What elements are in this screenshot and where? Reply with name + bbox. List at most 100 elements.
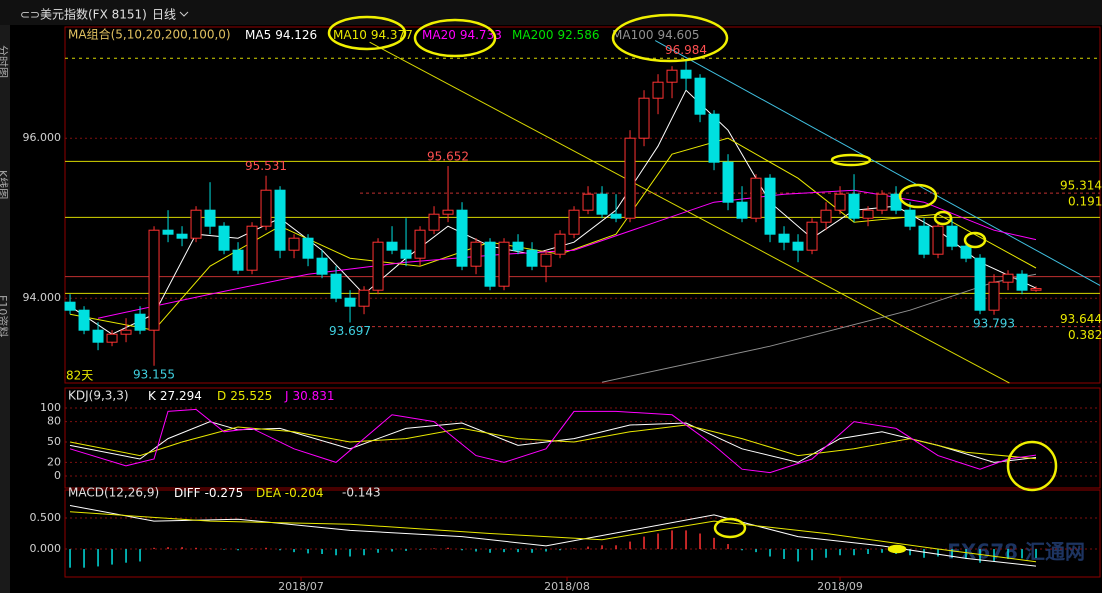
candle-body	[442, 209, 454, 215]
legend-name: MA10	[333, 28, 367, 42]
indicator-line	[97, 189, 1037, 319]
legend-item: J 30.831	[284, 389, 335, 403]
legend-item: MA5 94.126	[245, 28, 317, 42]
candle-body	[736, 201, 748, 219]
watermark: FX678 汇通网	[947, 540, 1085, 564]
candle-body	[960, 245, 972, 259]
candle-body	[512, 241, 524, 251]
candle-body	[694, 77, 706, 115]
price-panel	[64, 26, 1101, 384]
candle-body	[400, 249, 412, 259]
candle-body	[78, 309, 90, 331]
y-tick-label: 20	[47, 455, 61, 468]
candle-body	[484, 241, 496, 287]
candle-body	[106, 333, 118, 343]
y-tick-label: 80	[47, 415, 61, 428]
candle-body	[316, 257, 328, 275]
candle-body	[540, 253, 552, 267]
candle-body	[148, 229, 160, 331]
candle-body	[834, 193, 846, 211]
candle-body	[344, 297, 356, 307]
legend-title: MACD(12,26,9)	[68, 486, 159, 500]
candle-body	[190, 209, 202, 239]
legend-item: D 25.525	[217, 389, 272, 403]
period[interactable]: 日线	[152, 8, 176, 22]
candle-body	[274, 189, 286, 251]
dropdown-arrow[interactable]	[179, 11, 189, 17]
candle-body	[568, 209, 580, 235]
legend-value: 94.126	[275, 28, 317, 42]
y-tick-label: 0.000	[30, 542, 62, 555]
candle-body	[876, 193, 888, 211]
indicator-line	[69, 421, 1037, 463]
trend-line	[654, 40, 1101, 286]
legend-name: MA20	[422, 28, 456, 42]
candle-body	[232, 249, 244, 271]
legend-title: KDJ(9,3,3)	[68, 389, 129, 403]
candle-body	[246, 225, 258, 271]
y-tick-label: 0.500	[30, 511, 62, 524]
legend-name: DIFF	[174, 486, 201, 500]
y-tick-label: 0	[54, 469, 61, 482]
highlight	[887, 544, 907, 554]
sidebar-tab[interactable]: F10资料	[0, 295, 10, 337]
price-label: 96.984	[665, 43, 707, 57]
y-tick-label: 50	[47, 435, 61, 448]
candle-body	[652, 81, 664, 99]
fib-price: 95.314	[1060, 179, 1102, 193]
instrument-name[interactable]: 美元指数(FX 8151)	[40, 7, 147, 22]
candle-body	[428, 213, 440, 231]
candle-body	[372, 241, 384, 291]
highlights	[327, 13, 1058, 554]
indicator-line	[69, 511, 1037, 563]
candle-body	[932, 225, 944, 255]
legend-item: DEA -0.204	[256, 486, 323, 500]
candle-body	[596, 193, 608, 215]
macd-value: -0.143	[342, 486, 381, 500]
sidebar-tab[interactable]: K线图	[0, 170, 10, 199]
candle-body	[666, 69, 678, 83]
legend-value: 27.294	[160, 389, 202, 403]
sidebar-tab[interactable]: 分时图	[0, 45, 9, 78]
highlight	[327, 15, 407, 51]
legend-value: 94.377	[371, 28, 413, 42]
price-label: 93.697	[329, 324, 371, 338]
y-tick-label: 94.000	[23, 291, 62, 304]
candle-body	[974, 257, 986, 311]
candle-body	[64, 301, 76, 311]
candle-body	[1030, 288, 1042, 291]
icon: ⊂⊃	[20, 8, 40, 22]
candle-body	[610, 213, 622, 219]
candle-body	[1016, 273, 1028, 291]
highlight	[413, 18, 497, 58]
candle-body	[176, 233, 188, 239]
legend-item: MA100 94.605	[612, 28, 699, 42]
legend-item: K 27.294	[148, 389, 202, 403]
days-label: 82天	[66, 369, 93, 383]
legend-value: 94.605	[657, 28, 699, 42]
kdj-panel	[64, 387, 1101, 489]
indicator-line	[69, 89, 1037, 335]
candle-body	[526, 249, 538, 267]
candle-body	[554, 233, 566, 255]
candle-body	[722, 161, 734, 203]
candle-body	[386, 241, 398, 251]
candle-body	[792, 241, 804, 251]
highlight	[963, 231, 987, 249]
candle-body	[288, 237, 300, 251]
fib-price: 93.644	[1060, 312, 1102, 326]
candle-body	[988, 281, 1000, 311]
candle-body	[680, 69, 692, 79]
candle-body	[806, 221, 818, 251]
candle-body	[162, 229, 174, 235]
indicator-line	[69, 424, 1037, 460]
candle-body	[204, 209, 216, 227]
legend-name: DEA	[256, 486, 282, 500]
legend-name: K	[148, 389, 157, 403]
candle-body	[134, 313, 146, 331]
legend-name: MA200	[512, 28, 553, 42]
highlight	[898, 183, 938, 209]
candle-body	[330, 273, 342, 299]
candle-body	[624, 137, 636, 219]
